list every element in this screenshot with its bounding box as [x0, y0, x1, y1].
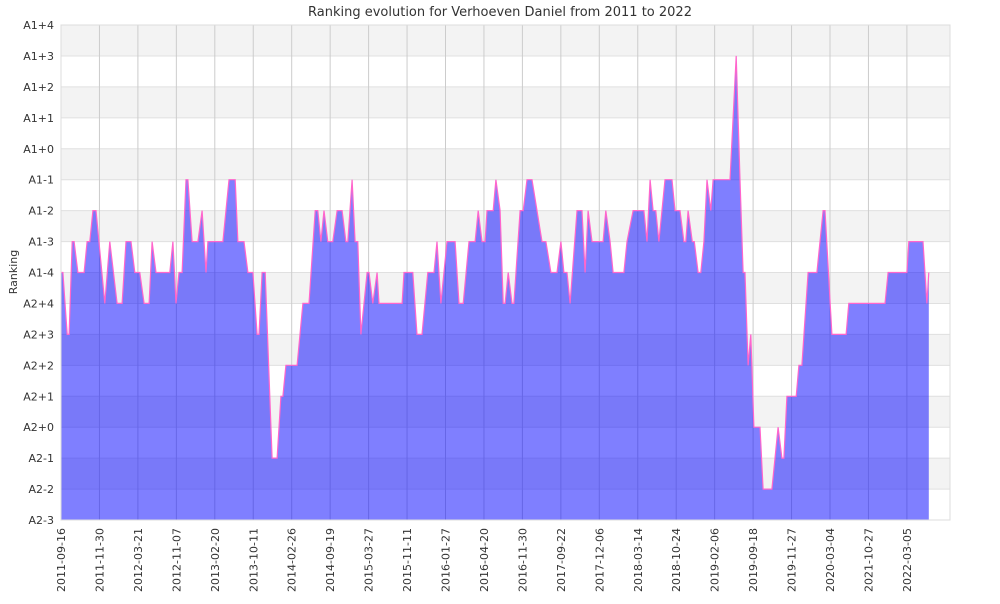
series-line: [61, 55, 930, 490]
x-tick-label: 2011-09-16: [55, 528, 68, 592]
series-area-fill: [61, 55, 929, 521]
x-tick-label: 2011-11-30: [93, 528, 106, 592]
y-tick-label: A1+1: [23, 112, 54, 125]
y-tick-label: A2+4: [23, 297, 54, 310]
series-area: [61, 55, 930, 521]
x-tick-label: 2019-09-18: [747, 528, 760, 592]
x-tick-label: 2017-09-22: [555, 528, 568, 592]
y-tick-label: A1-2: [29, 205, 55, 218]
x-tick-label: 2014-02-26: [286, 528, 299, 592]
x-tick-label: 2015-03-27: [363, 528, 376, 592]
y-tick-label: A2+1: [23, 390, 54, 403]
x-tick-label: 2016-11-30: [516, 528, 529, 592]
y-tick-label: A2-2: [29, 483, 55, 496]
background-band: [61, 25, 950, 56]
x-tick-label: 2019-02-06: [709, 528, 722, 592]
x-tick-label: 2022-03-05: [901, 528, 914, 592]
x-tick-label: 2016-04-20: [478, 528, 491, 592]
x-tick-label: 2018-10-24: [670, 528, 683, 592]
background-band: [61, 148, 950, 180]
y-tick-label: A2+2: [23, 359, 54, 372]
y-tick-label: A1-3: [29, 236, 55, 249]
y-tick-label: A1+3: [23, 50, 54, 63]
y-tick-label: A2+0: [23, 421, 54, 434]
x-tick-label: 2017-12-06: [593, 528, 606, 592]
x-tick-label: 2019-11-27: [786, 528, 799, 592]
y-tick-label: A2+3: [23, 328, 54, 341]
x-tick-labels: 2011-09-16 2011-11-30 2012-03-21 2012-11-07…: [55, 528, 914, 592]
x-tick-label: 2018-03-14: [632, 528, 645, 592]
y-tick-label: A2-1: [29, 452, 55, 465]
y-tick-label: A1-1: [29, 174, 55, 187]
y-tick-label: A1+0: [23, 143, 54, 156]
x-tick-label: 2020-03-04: [824, 528, 837, 592]
x-tick-label: 2021-10-27: [862, 528, 875, 592]
y-tick-label: A1+2: [23, 81, 54, 94]
chart-title: Ranking evolution for Verhoeven Daniel f…: [308, 5, 692, 20]
background-band: [61, 86, 950, 118]
y-tick-label: A1-4: [29, 267, 55, 280]
x-tick-label: 2012-03-21: [132, 528, 145, 592]
x-tick-label: 2012-11-07: [170, 528, 183, 592]
x-tick-label: 2013-02-20: [209, 528, 222, 592]
y-tick-labels: A2-3 A2-2 A2-1 A2+0 A2+1 A2+2 A2+3 A2+4 A1-4 A1-3…: [23, 19, 54, 527]
x-tick-label: 2015-11-11: [401, 528, 414, 592]
y-axis-label: Ranking: [7, 250, 20, 295]
plot-frame: [60, 24, 951, 521]
x-tick-label: 2016-01-27: [440, 528, 453, 592]
background-band: [61, 210, 950, 242]
x-tick-label: 2014-09-19: [324, 528, 337, 592]
y-tick-label: A1+4: [23, 19, 54, 32]
y-tick-label: A2-3: [29, 514, 55, 527]
x-tick-label: 2013-10-11: [247, 528, 260, 592]
